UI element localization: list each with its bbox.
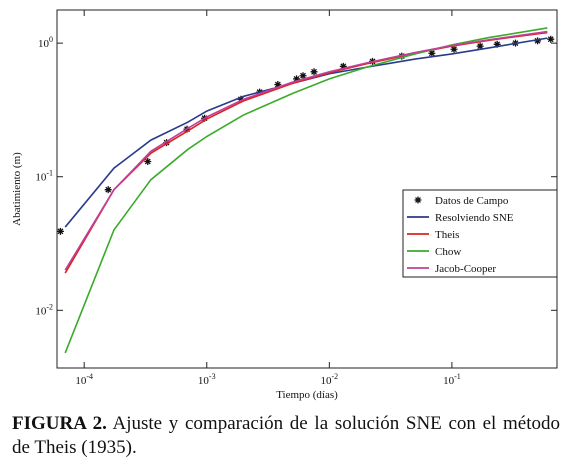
y-tick-label: 100 (38, 35, 53, 50)
data-point (547, 35, 555, 43)
x-axis-label: Tiempo (días) (276, 389, 338, 401)
plot-frame (56, 9, 558, 369)
legend-label: Jacob-Cooper (435, 263, 496, 275)
y-tick-label: 10-1 (35, 169, 53, 184)
legend-label: Datos de Campo (435, 195, 509, 207)
data-point (104, 186, 112, 194)
data-point (493, 40, 501, 48)
data-point (476, 42, 484, 50)
y-tick-label: 10-2 (35, 302, 53, 317)
legend-label: Resolviendo SNE (435, 212, 514, 224)
data-point (163, 139, 171, 147)
x-tick-label: 10-2 (321, 372, 339, 387)
data-point (274, 81, 282, 89)
data-point (339, 62, 347, 70)
x-tick-label: 10-3 (198, 372, 216, 387)
data-point (56, 227, 64, 235)
legend-label: Theis (435, 229, 459, 241)
y-axis-label: Abatimiento (m) (11, 152, 23, 226)
caption-label: FIGURA 2. (12, 413, 107, 434)
data-point (310, 68, 318, 76)
data-point (534, 37, 542, 45)
x-tick-label: 10-4 (75, 372, 93, 387)
data-point (428, 49, 436, 57)
chart: Tiempo (días) Abatimiento (m) 10-4 10-3 10… (11, 9, 558, 401)
data-point (293, 75, 301, 83)
x-tick-label: 10-1 (443, 372, 461, 387)
data-point (144, 157, 152, 165)
caption: FIGURA 2. Ajuste y comparación de la sol… (12, 412, 560, 460)
data-point (237, 95, 245, 103)
legend-marker (414, 196, 422, 204)
data-point (299, 72, 307, 80)
series-line (64, 30, 548, 271)
legend-label: Chow (435, 246, 461, 258)
data-point (450, 45, 458, 53)
caption-text: Ajuste y comparación de la solución SNE … (12, 413, 560, 458)
